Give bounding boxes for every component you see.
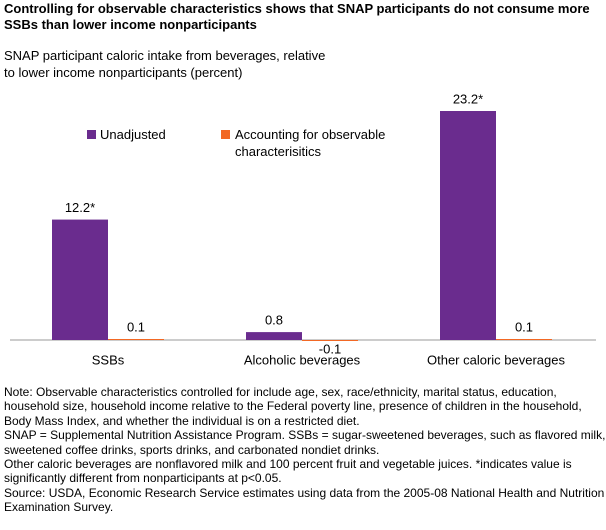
plot: SSBs 12.2* 0.1 Alcoholic beverages 0.8 -0.1 Ot… [10, 91, 596, 367]
note: Note: Observable characteristics control… [4, 385, 582, 428]
bar [246, 332, 302, 340]
legend-swatch [87, 130, 96, 139]
legend-swatch [221, 130, 230, 139]
data-label: 23.2* [453, 91, 483, 106]
legend-label: Accounting for observable characterisiti… [235, 127, 386, 159]
notes: Note: Observable characteristics control… [4, 385, 606, 515]
bar [108, 339, 164, 340]
y-axis-label: SNAP participant caloric intake from bev… [4, 48, 326, 80]
chart-title: Controlling for observable characteristi… [4, 1, 590, 32]
note: SNAP = Supplemental Nutrition Assistance… [4, 428, 606, 457]
bar [440, 111, 496, 340]
legend-label: Unadjusted [100, 127, 166, 142]
data-label: 0.8 [265, 313, 283, 328]
x-tick-label: Other caloric beverages [427, 352, 566, 367]
note: Other caloric beverages are nonflavored … [4, 457, 572, 486]
data-label: 0.1 [127, 319, 145, 334]
x-tick-label: Alcoholic beverages [244, 352, 361, 367]
data-label: 0.1 [515, 319, 533, 334]
data-label: 12.2* [65, 200, 95, 215]
bar [52, 219, 108, 340]
bar [496, 339, 552, 340]
bar [302, 340, 358, 341]
data-label: -0.1 [319, 341, 341, 356]
x-tick-label: SSBs [92, 352, 125, 367]
note: Source: USDA, Economic Research Service … [4, 485, 605, 515]
